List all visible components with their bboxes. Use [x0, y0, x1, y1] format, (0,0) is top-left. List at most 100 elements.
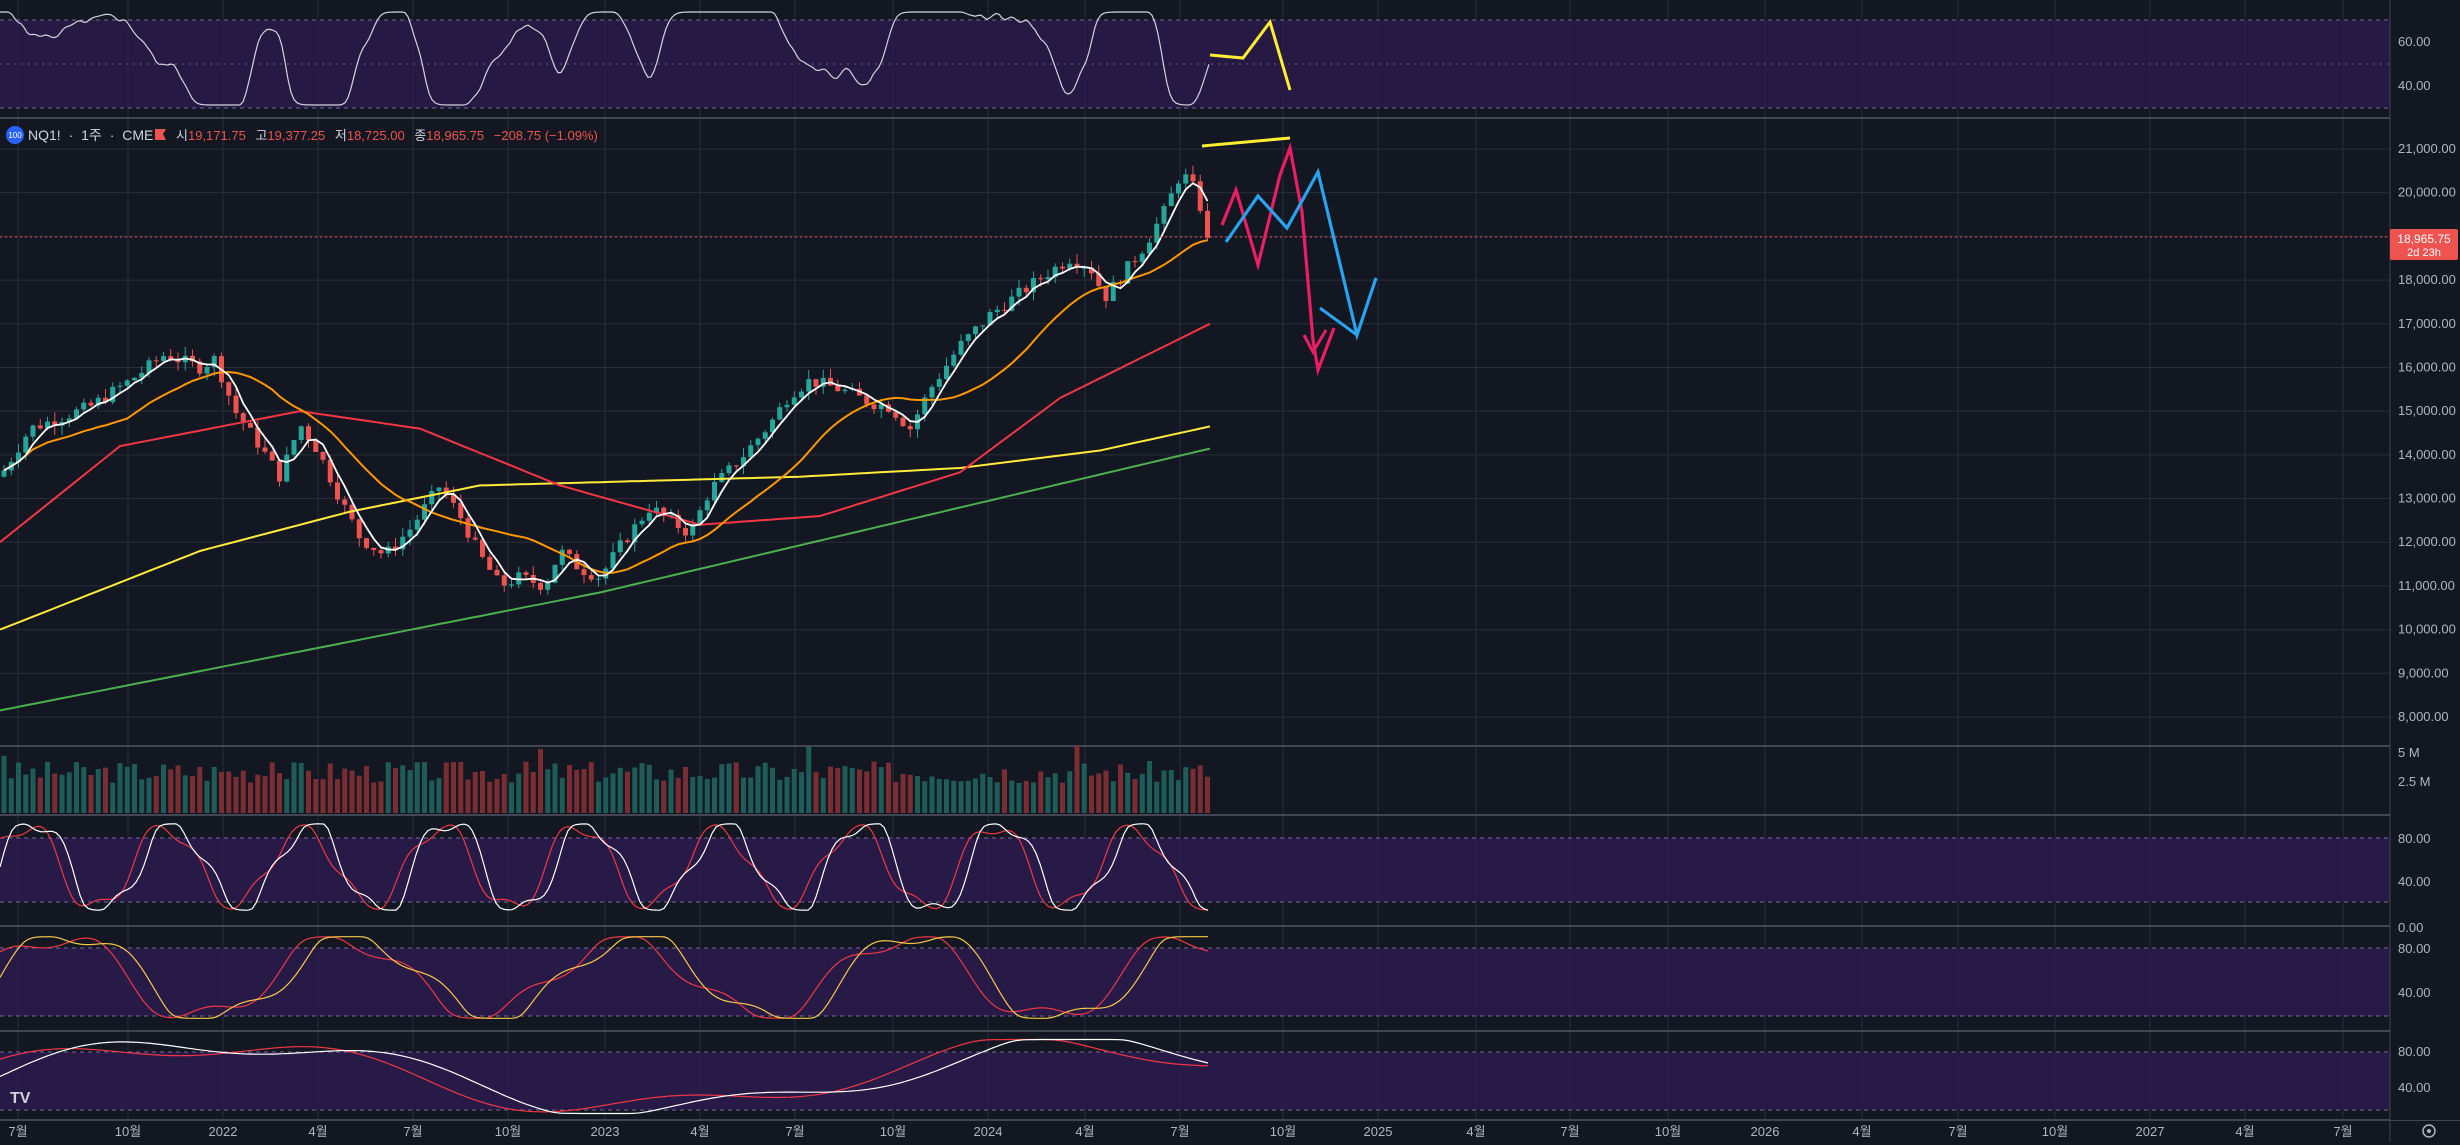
- volume-bar: [545, 769, 551, 813]
- candle-body: [1002, 309, 1007, 311]
- drawing-pink-arrowhead[interactable]: [1302, 329, 1328, 356]
- volume-bar: [893, 781, 899, 813]
- candle-body: [1009, 296, 1015, 311]
- candle-body: [248, 423, 253, 428]
- candle-body: [226, 382, 232, 396]
- volume-bar: [190, 776, 195, 813]
- drawing-blue-path[interactable]: [1224, 167, 1378, 341]
- candle-body: [233, 395, 239, 414]
- volume-bar: [385, 762, 391, 813]
- time-label: 2025: [1364, 1124, 1393, 1139]
- volume-bar: [581, 768, 587, 813]
- stochastic-pane-3[interactable]: [0, 1038, 2390, 1115]
- time-label: 4월: [308, 1124, 327, 1139]
- volume-bar: [45, 761, 50, 813]
- candle-body: [806, 379, 812, 392]
- time-label: 4월: [1466, 1124, 1485, 1139]
- volume-bar: [559, 777, 565, 813]
- candle-body: [23, 436, 29, 453]
- drawing-rsi-projection[interactable]: [1209, 18, 1292, 91]
- drawing-resistance-line[interactable]: [1201, 136, 1291, 148]
- volume-pane[interactable]: [1, 745, 1211, 813]
- candle-body: [567, 549, 572, 555]
- candle-body: [538, 582, 543, 590]
- time-axis[interactable]: 7월 10월 2022 4월 7월 10월 2023 4월 7월 10월 2024 4월 7월 10월 20…: [8, 1124, 2352, 1139]
- candle-body: [675, 514, 681, 528]
- candle-body: [52, 421, 58, 426]
- volume-bar: [132, 763, 137, 813]
- candle-body: [712, 481, 717, 501]
- candle-body: [197, 361, 203, 374]
- candle-body: [103, 397, 108, 403]
- market-status-flag-icon: [155, 129, 166, 140]
- price-pane[interactable]: [0, 136, 2390, 712]
- volume-bar: [306, 770, 311, 813]
- tradingview-logo[interactable]: TV: [8, 1086, 42, 1108]
- volume-bar: [755, 766, 761, 813]
- candle-body: [74, 409, 79, 419]
- volume-bar: [117, 763, 123, 813]
- time-label: 2022: [209, 1124, 238, 1139]
- candle-body: [465, 518, 471, 538]
- settings-icon[interactable]: [2420, 1122, 2438, 1140]
- drawing-blue-arrow-tip[interactable]: [1319, 306, 1358, 337]
- candle-body: [784, 404, 790, 408]
- candle-body: [1132, 261, 1138, 263]
- stoch2-label: 0.00: [2398, 920, 2423, 935]
- candle-body: [588, 575, 594, 580]
- volume-bar: [81, 767, 87, 813]
- candle-body: [1081, 267, 1087, 269]
- price-label: 18,000.00: [2398, 272, 2456, 287]
- volume-bar: [791, 768, 797, 813]
- candle-body: [487, 556, 493, 570]
- candle-body: [1, 470, 7, 477]
- volume-bar: [110, 782, 116, 813]
- volume-bar: [588, 762, 594, 813]
- candle-body: [458, 502, 464, 519]
- volume-bar: [675, 777, 681, 813]
- volume-bar: [364, 765, 369, 813]
- candle-body: [407, 529, 413, 537]
- candle-body: [1060, 266, 1065, 269]
- volume-bar: [806, 746, 812, 813]
- price-scale[interactable]: [2390, 0, 2460, 1120]
- stochastic-pane-1[interactable]: [0, 823, 2390, 911]
- candle-body: [1110, 281, 1116, 302]
- time-label: 7월: [403, 1124, 422, 1139]
- candle-body: [864, 395, 870, 405]
- volume-bar: [1016, 782, 1022, 813]
- volume-bar: [335, 779, 340, 813]
- candle-body: [1031, 278, 1036, 293]
- time-label: 10월: [880, 1124, 906, 1139]
- candle-body: [552, 564, 558, 583]
- volume-bar: [922, 781, 928, 813]
- volume-bar: [74, 762, 79, 813]
- stochastic-pane-2[interactable]: [0, 936, 2390, 1019]
- candle-body: [748, 445, 754, 458]
- candle-body: [1067, 263, 1073, 269]
- candle-body: [1103, 286, 1109, 302]
- candle-body: [596, 578, 601, 580]
- candle-body: [364, 538, 369, 548]
- candle-body: [965, 334, 971, 341]
- price-label: 12,000.00: [2398, 534, 2456, 549]
- volume-bar: [313, 779, 319, 813]
- last-price-marker: 18,965.75 2d 23h: [2390, 229, 2458, 260]
- symbol-legend[interactable]: 100 NQ1! · 1주 · CME 시19,171.75 고19,377.2…: [6, 126, 598, 144]
- rsi-pane[interactable]: [0, 11, 2390, 109]
- candle-body: [451, 494, 456, 503]
- candle-body: [240, 413, 246, 424]
- candle-body: [581, 569, 587, 576]
- ma-5-line: [3, 182, 1209, 584]
- symbol-ticker: NQ1!: [28, 127, 61, 143]
- candle-body: [632, 524, 638, 543]
- candle-body: [1052, 266, 1058, 278]
- candle-body: [1045, 277, 1051, 280]
- volume-bar: [987, 776, 993, 813]
- volume-bar: [168, 769, 174, 813]
- ohlc-values: 시19,171.75 고19,377.25 저18,725.00 종18,965…: [176, 128, 598, 143]
- candle-body: [168, 356, 174, 360]
- volume-bar: [639, 763, 645, 813]
- volume-bar: [603, 777, 609, 813]
